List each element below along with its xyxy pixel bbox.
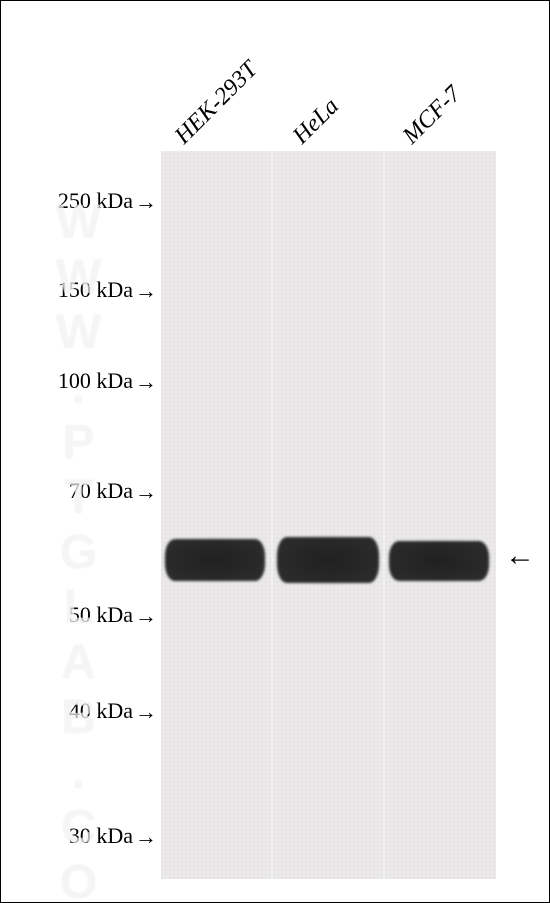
mw-marker-150kda: 150 kDa→ [1, 279, 157, 301]
protein-band-lane3 [389, 541, 489, 581]
mw-marker-text: 70 kDa [69, 478, 133, 503]
mw-marker-70kda: 70 kDa→ [1, 480, 157, 502]
protein-band-lane2 [277, 537, 379, 583]
mw-marker-40kda: 40 kDa→ [1, 700, 157, 722]
blot-noise-texture [161, 151, 496, 879]
arrow-right-icon: → [135, 701, 157, 723]
arrow-right-icon: → [135, 371, 157, 393]
arrow-right-icon: → [135, 826, 157, 848]
lane-divider-2 [383, 151, 385, 879]
mw-marker-100kda: 100 kDa→ [1, 370, 157, 392]
mw-marker-text: 30 kDa [69, 823, 133, 848]
mw-marker-text: 150 kDa [58, 277, 133, 302]
mw-marker-text: 40 kDa [69, 698, 133, 723]
arrow-right-icon: → [135, 605, 157, 627]
arrow-right-icon: → [135, 481, 157, 503]
lane-labels-region: HEK-293T HeLa MCF-7 [1, 1, 549, 161]
western-blot-figure: HEK-293T HeLa MCF-7 WWW.PTGLAB.COM 250 k… [0, 0, 550, 903]
lane-divider-1 [271, 151, 273, 879]
band-pointer-arrow: ← [505, 541, 535, 571]
mw-marker-text: 100 kDa [58, 368, 133, 393]
mw-marker-text: 250 kDa [58, 188, 133, 213]
arrow-right-icon: → [135, 191, 157, 213]
protein-band-lane1 [165, 539, 265, 581]
lane-label-3: MCF-7 [398, 81, 467, 150]
watermark-text: WWW.PTGLAB.COM [51, 196, 106, 903]
mw-marker-250kda: 250 kDa→ [1, 190, 157, 212]
lane-label-2: HeLa [288, 93, 345, 150]
mw-marker-text: 50 kDa [69, 602, 133, 627]
arrow-right-icon: → [135, 280, 157, 302]
mw-marker-30kda: 30 kDa→ [1, 825, 157, 847]
mw-marker-50kda: 50 kDa→ [1, 604, 157, 626]
lane-label-1: HEK-293T [170, 56, 264, 150]
blot-membrane [161, 151, 496, 879]
